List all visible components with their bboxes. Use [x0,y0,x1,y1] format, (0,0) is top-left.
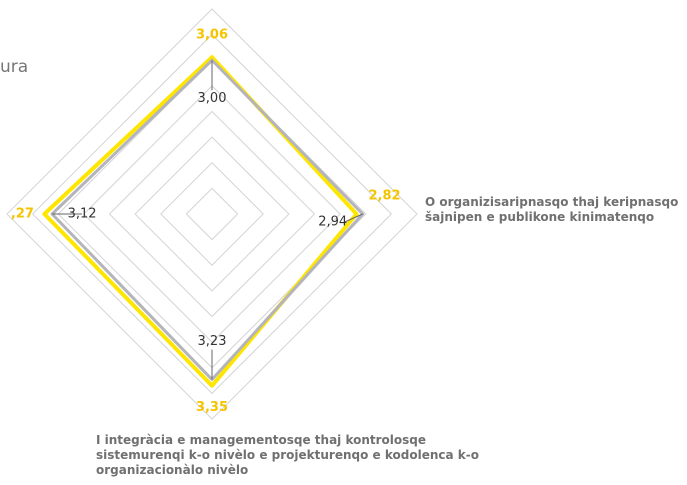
value-label: 2,82 [368,189,400,204]
value-label: 3,35 [196,400,228,415]
grid-ring [160,162,264,266]
series-line [50,58,365,382]
value-label: 3,23 [198,334,227,349]
grid-ring [6,8,418,420]
grid-ring [108,110,316,318]
series-line [42,55,359,388]
leader-line [344,213,363,223]
value-label: 2,94 [318,215,347,230]
value-label: 3,06 [196,28,228,43]
value-label: ,27 [11,207,34,222]
grid-ring [31,33,393,395]
grid-ring [83,85,341,343]
value-label: 3,00 [198,91,227,106]
grid-ring [134,136,290,292]
axis-label: O organizisaripnasqo thaj keripnasqo šaj… [425,195,679,224]
axis-label: I integràcia e managementosqe thaj kontr… [96,433,479,477]
axis-label: ura [0,57,29,77]
grid-ring [185,187,239,241]
value-label: 3,12 [68,207,97,222]
